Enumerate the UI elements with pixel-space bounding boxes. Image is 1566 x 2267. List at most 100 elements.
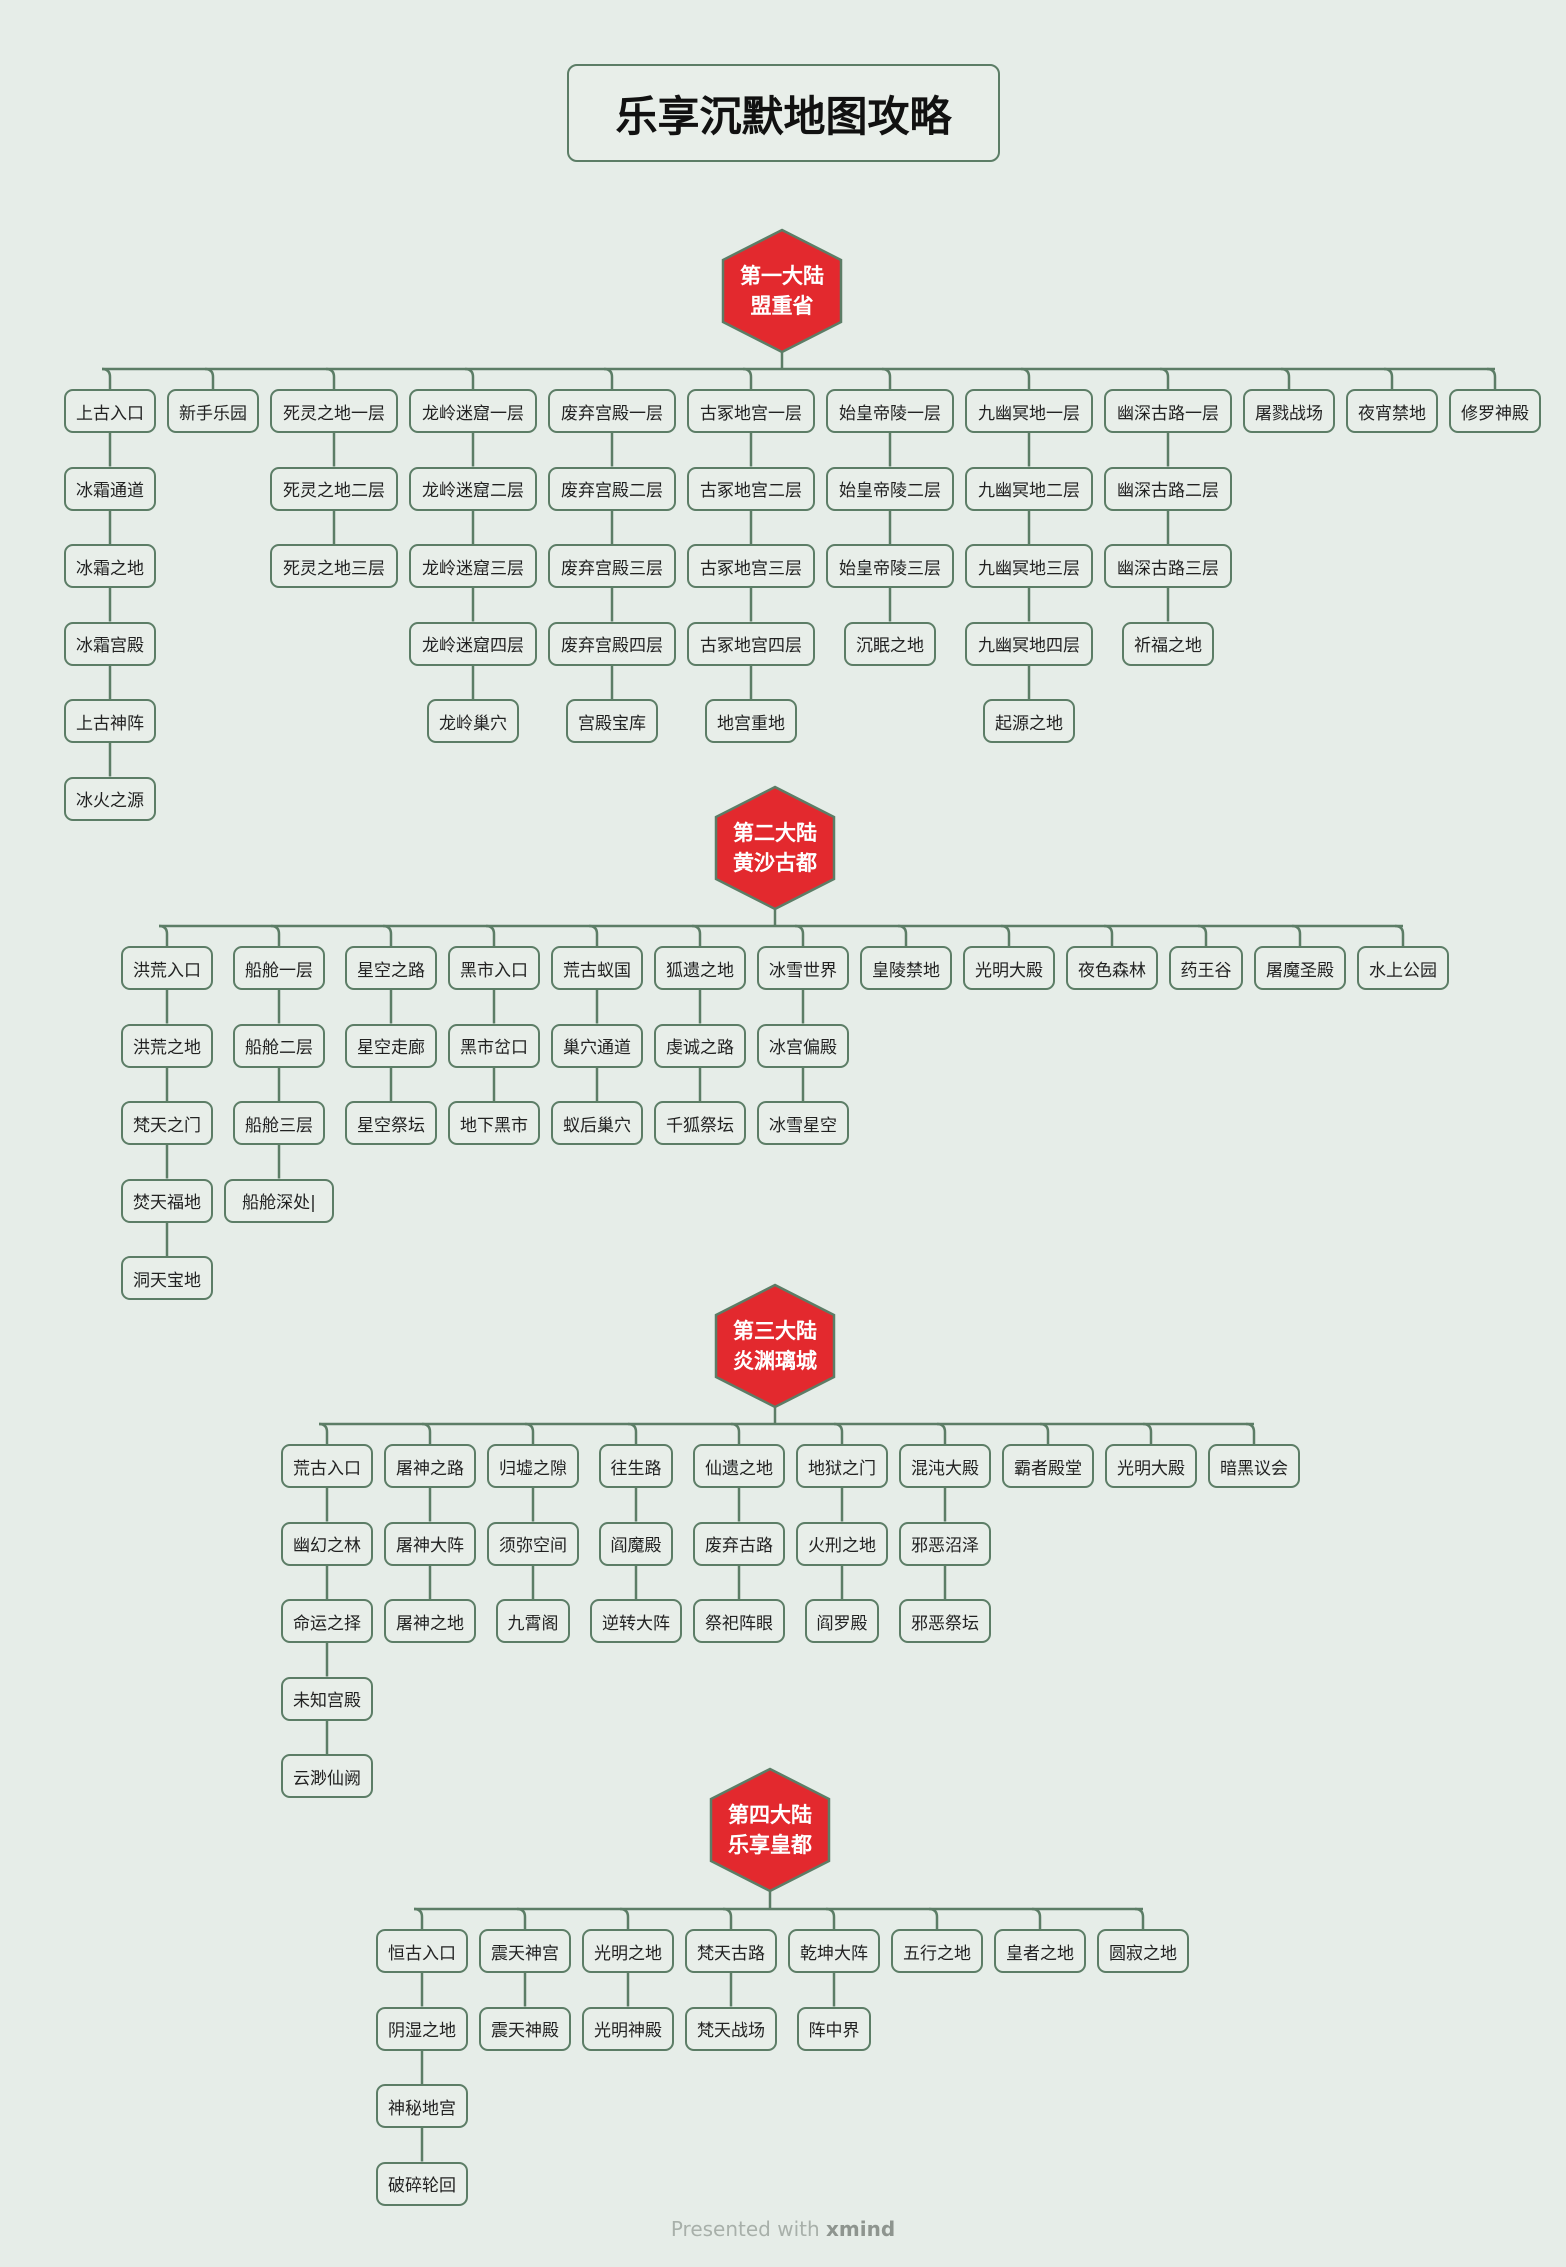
map-area-node[interactable]: 废弃宫殿一层 <box>548 389 676 433</box>
sub-map-node[interactable]: 虔诚之路 <box>654 1023 746 1068</box>
sub-map-node[interactable]: 船舱深处| <box>224 1178 334 1223</box>
map-area-node[interactable]: 五行之地 <box>891 1929 983 1973</box>
sub-map-node[interactable]: 巢穴通道 <box>551 1023 643 1068</box>
sub-map-node[interactable]: 地下黑市 <box>448 1101 540 1145</box>
sub-map-node[interactable]: 破碎轮回 <box>376 2161 468 2206</box>
sub-map-node[interactable]: 祈福之地 <box>1122 621 1214 666</box>
sub-map-node[interactable]: 阎罗殿 <box>805 1599 879 1643</box>
sub-map-node[interactable]: 冰霜通道 <box>64 466 156 511</box>
sub-map-node[interactable]: 阵中界 <box>797 2006 871 2051</box>
map-area-node[interactable]: 震天神宫 <box>479 1929 571 1973</box>
map-area-node[interactable]: 星空之路 <box>345 946 437 990</box>
map-area-node[interactable]: 梵天古路 <box>685 1929 777 1973</box>
sub-map-node[interactable]: 须弥空间 <box>487 1521 579 1566</box>
map-area-node[interactable]: 古冢地宫一层 <box>687 389 815 433</box>
map-area-node[interactable]: 光明大殿 <box>963 946 1055 990</box>
sub-map-node[interactable]: 废弃宫殿三层 <box>548 544 676 588</box>
map-area-node[interactable]: 荒古蚁国 <box>551 946 643 990</box>
sub-map-node[interactable]: 阎魔殿 <box>599 1521 673 1566</box>
sub-map-node[interactable]: 千狐祭坛 <box>654 1101 746 1145</box>
sub-map-node[interactable]: 废弃古路 <box>693 1521 785 1566</box>
map-area-node[interactable]: 光明大殿 <box>1105 1444 1197 1488</box>
map-area-node[interactable]: 混沌大殿 <box>899 1444 991 1488</box>
map-area-node[interactable]: 归墟之隙 <box>487 1444 579 1488</box>
map-area-node[interactable]: 上古入口 <box>64 389 156 433</box>
sub-map-node[interactable]: 焚天福地 <box>121 1178 213 1223</box>
sub-map-node[interactable]: 上古神阵 <box>64 699 156 743</box>
sub-map-node[interactable]: 梵天之门 <box>121 1101 213 1145</box>
map-area-node[interactable]: 圆寂之地 <box>1097 1929 1189 1973</box>
sub-map-node[interactable]: 沉眠之地 <box>844 621 936 666</box>
sub-map-node[interactable]: 震天神殿 <box>479 2006 571 2051</box>
map-area-node[interactable]: 屠魔圣殿 <box>1254 946 1346 990</box>
map-area-node[interactable]: 夜色森林 <box>1066 946 1158 990</box>
map-area-node[interactable]: 九幽冥地一层 <box>965 389 1093 433</box>
sub-map-node[interactable]: 洪荒之地 <box>121 1023 213 1068</box>
map-area-node[interactable]: 狐遗之地 <box>654 946 746 990</box>
map-area-node[interactable]: 荒古入口 <box>281 1444 373 1488</box>
sub-map-node[interactable]: 九幽冥地二层 <box>965 466 1093 511</box>
sub-map-node[interactable]: 船舱三层 <box>233 1101 325 1145</box>
map-area-node[interactable]: 水上公园 <box>1357 946 1449 990</box>
sub-map-node[interactable]: 星空祭坛 <box>345 1101 437 1145</box>
continent-hexagon[interactable] <box>709 1767 831 1893</box>
sub-map-node[interactable]: 废弃宫殿四层 <box>548 621 676 666</box>
map-area-node[interactable]: 药王谷 <box>1169 946 1243 990</box>
map-area-node[interactable]: 往生路 <box>599 1444 673 1488</box>
map-area-node[interactable]: 仙遗之地 <box>693 1444 785 1488</box>
sub-map-node[interactable]: 九幽冥地三层 <box>965 544 1093 588</box>
sub-map-node[interactable]: 邪恶祭坛 <box>899 1599 991 1643</box>
sub-map-node[interactable]: 冰宫偏殿 <box>757 1023 849 1068</box>
sub-map-node[interactable]: 龙岭巢穴 <box>427 699 519 743</box>
sub-map-node[interactable]: 祭祀阵眼 <box>693 1599 785 1643</box>
sub-map-node[interactable]: 龙岭迷窟二层 <box>409 466 537 511</box>
sub-map-node[interactable]: 古冢地宫三层 <box>687 544 815 588</box>
sub-map-node[interactable]: 死灵之地三层 <box>270 544 398 588</box>
sub-map-node[interactable]: 起源之地 <box>983 699 1075 743</box>
sub-map-node[interactable]: 逆转大阵 <box>590 1599 682 1643</box>
sub-map-node[interactable]: 洞天宝地 <box>121 1256 213 1300</box>
sub-map-node[interactable]: 九霄阁 <box>496 1599 570 1643</box>
sub-map-node[interactable]: 始皇帝陵三层 <box>826 544 954 588</box>
sub-map-node[interactable]: 邪恶沼泽 <box>899 1521 991 1566</box>
sub-map-node[interactable]: 云渺仙阙 <box>281 1754 373 1798</box>
sub-map-node[interactable]: 屠神大阵 <box>384 1521 476 1566</box>
sub-map-node[interactable]: 幽深古路二层 <box>1104 466 1232 511</box>
sub-map-node[interactable]: 宫殿宝库 <box>566 699 658 743</box>
map-area-node[interactable]: 黑市入口 <box>448 946 540 990</box>
sub-map-node[interactable]: 黑市岔口 <box>448 1023 540 1068</box>
sub-map-node[interactable]: 龙岭迷窟三层 <box>409 544 537 588</box>
map-area-node[interactable]: 地狱之门 <box>796 1444 888 1488</box>
sub-map-node[interactable]: 命运之择 <box>281 1599 373 1643</box>
map-area-node[interactable]: 始皇帝陵一层 <box>826 389 954 433</box>
sub-map-node[interactable]: 星空走廊 <box>345 1023 437 1068</box>
sub-map-node[interactable]: 废弃宫殿二层 <box>548 466 676 511</box>
continent-hexagon[interactable] <box>714 785 836 911</box>
map-area-node[interactable]: 幽深古路一层 <box>1104 389 1232 433</box>
sub-map-node[interactable]: 未知宫殿 <box>281 1676 373 1721</box>
sub-map-node[interactable]: 火刑之地 <box>796 1521 888 1566</box>
continent-hexagon[interactable] <box>721 228 843 354</box>
map-area-node[interactable]: 屠戮战场 <box>1243 389 1335 433</box>
sub-map-node[interactable]: 神秘地宫 <box>376 2084 468 2128</box>
sub-map-node[interactable]: 地宫重地 <box>705 699 797 743</box>
sub-map-node[interactable]: 死灵之地二层 <box>270 466 398 511</box>
map-area-node[interactable]: 屠神之路 <box>384 1444 476 1488</box>
map-area-node[interactable]: 船舱一层 <box>233 946 325 990</box>
sub-map-node[interactable]: 九幽冥地四层 <box>965 621 1093 666</box>
map-area-node[interactable]: 乾坤大阵 <box>788 1929 880 1973</box>
map-area-node[interactable]: 皇陵禁地 <box>860 946 952 990</box>
sub-map-node[interactable]: 冰霜之地 <box>64 544 156 588</box>
sub-map-node[interactable]: 幽幻之林 <box>281 1521 373 1566</box>
sub-map-node[interactable]: 船舱二层 <box>233 1023 325 1068</box>
map-area-node[interactable]: 洪荒入口 <box>121 946 213 990</box>
map-area-node[interactable]: 霸者殿堂 <box>1002 1444 1094 1488</box>
sub-map-node[interactable]: 幽深古路三层 <box>1104 544 1232 588</box>
map-area-node[interactable]: 冰雪世界 <box>757 946 849 990</box>
sub-map-node[interactable]: 冰霜宫殿 <box>64 621 156 666</box>
map-area-node[interactable]: 暗黑议会 <box>1208 1444 1300 1488</box>
map-area-node[interactable]: 修罗神殿 <box>1449 389 1541 433</box>
map-area-node[interactable]: 新手乐园 <box>167 389 259 433</box>
sub-map-node[interactable]: 古冢地宫二层 <box>687 466 815 511</box>
sub-map-node[interactable]: 梵天战场 <box>685 2006 777 2051</box>
